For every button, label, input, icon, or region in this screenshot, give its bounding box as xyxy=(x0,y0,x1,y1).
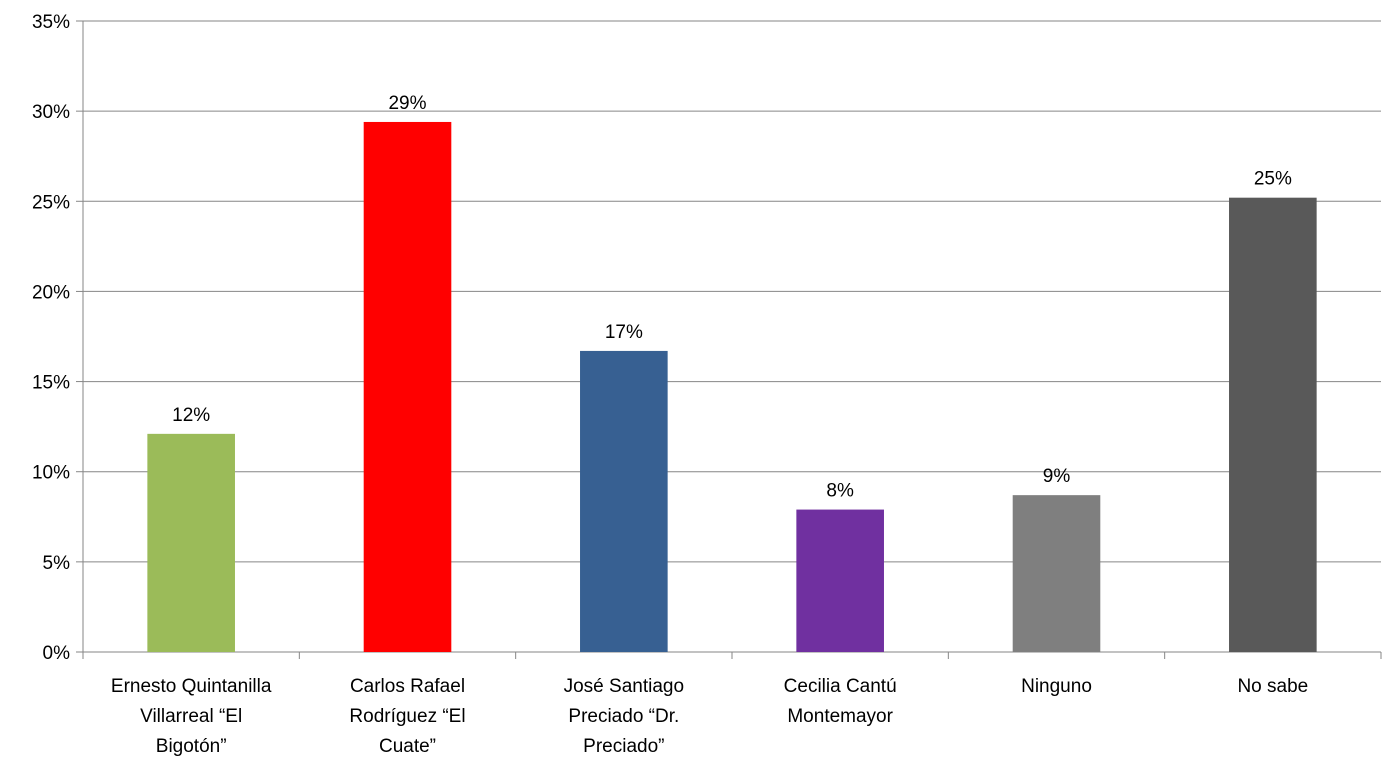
gridlines xyxy=(83,20,1381,653)
axes xyxy=(76,20,1382,659)
bar xyxy=(1229,197,1317,652)
x-category-label: Rodríguez “El xyxy=(349,706,465,727)
data-label: 8% xyxy=(826,481,854,502)
bar xyxy=(796,509,884,652)
y-tick-label: 0% xyxy=(43,643,71,664)
x-category-label: Preciado” xyxy=(583,736,664,757)
data-label: 29% xyxy=(388,93,426,114)
y-tick-label: 5% xyxy=(43,553,71,574)
bar xyxy=(1012,495,1101,652)
bar xyxy=(147,433,235,652)
x-category-label: Bigotón” xyxy=(156,736,227,757)
data-label: 9% xyxy=(1043,466,1071,487)
y-tick-label: 10% xyxy=(32,463,70,484)
y-tick-label: 25% xyxy=(32,192,70,213)
labels: 0% 5% 10% 15% 20% 25% 30% 35% 12% Ernesto Quintan… xyxy=(32,12,1308,757)
x-category-label: Cecilia Cantú xyxy=(784,676,897,697)
x-category-label: Ernesto Quintanilla xyxy=(111,676,272,697)
x-category-label: Carlos Rafael xyxy=(350,676,465,697)
x-category-label: Cuate” xyxy=(379,736,436,757)
x-category-label: Villarreal “El xyxy=(140,706,242,727)
bar xyxy=(580,350,668,652)
data-label: 12% xyxy=(172,405,210,426)
x-category-label: No sabe xyxy=(1237,676,1308,697)
bars xyxy=(147,121,1317,652)
y-tick-label: 15% xyxy=(32,373,70,394)
x-category-label: Montemayor xyxy=(787,706,893,727)
bar xyxy=(363,121,452,652)
x-category-label: Ninguno xyxy=(1021,676,1092,697)
y-tick-label: 35% xyxy=(32,12,70,33)
x-category-label: José Santiago xyxy=(564,676,684,697)
x-category-label: Preciado “Dr. xyxy=(568,706,679,727)
y-tick-label: 30% xyxy=(32,102,70,123)
y-tick-label: 20% xyxy=(32,282,70,303)
data-label: 25% xyxy=(1254,169,1292,190)
data-label: 17% xyxy=(605,322,643,343)
